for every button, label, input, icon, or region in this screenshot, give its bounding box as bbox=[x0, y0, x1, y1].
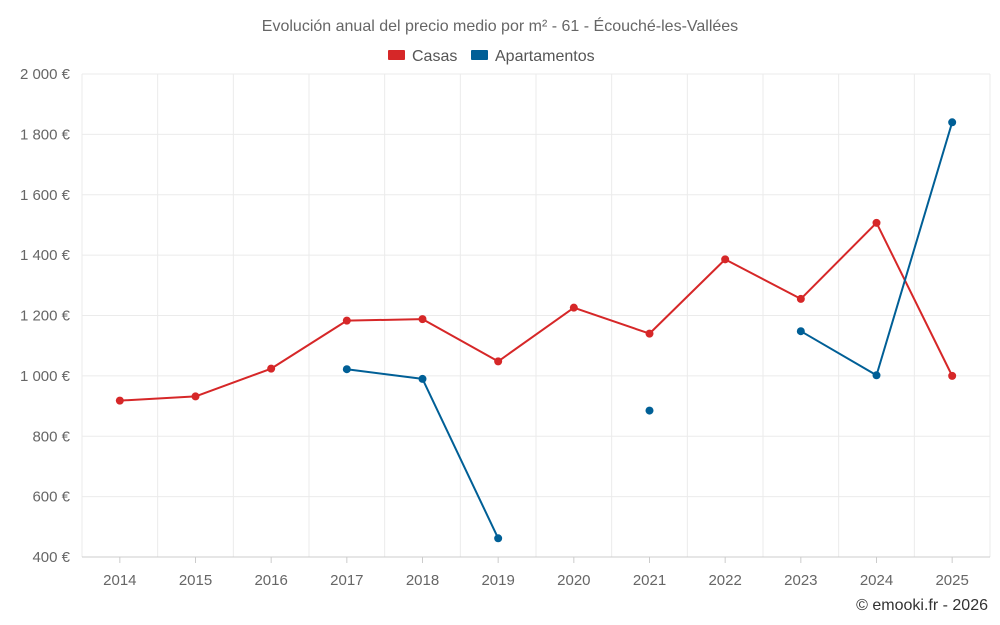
data-point-apartamentos bbox=[948, 118, 957, 127]
data-point-apartamentos bbox=[418, 374, 427, 383]
x-tick-label: 2015 bbox=[179, 572, 212, 589]
legend-label-apartamentos: Apartamentos bbox=[495, 48, 595, 65]
series-casas bbox=[115, 218, 957, 405]
x-tick-label: 2024 bbox=[860, 572, 893, 589]
data-point-casas bbox=[115, 396, 124, 405]
data-point-apartamentos bbox=[872, 371, 881, 380]
data-point-casas bbox=[494, 357, 503, 366]
series-line-casas bbox=[119, 221, 954, 402]
x-tick-label: 2016 bbox=[254, 572, 287, 589]
x-tick-label: 2021 bbox=[633, 572, 666, 589]
y-tick-label: 1 000 € bbox=[20, 368, 71, 385]
data-point-casas bbox=[191, 392, 200, 401]
x-tick-label: 2022 bbox=[708, 572, 741, 589]
data-point-apartamentos bbox=[342, 365, 351, 374]
y-tick-label: 1 400 € bbox=[20, 247, 71, 264]
data-point-apartamentos bbox=[494, 534, 503, 543]
series-layer bbox=[115, 118, 957, 543]
y-tick-label: 2 000 € bbox=[20, 66, 71, 83]
legend-label-casas: Casas bbox=[412, 48, 457, 65]
series-line-apartamentos bbox=[346, 368, 500, 539]
y-tick-label: 800 € bbox=[32, 428, 70, 445]
data-point-casas bbox=[418, 315, 427, 324]
data-point-casas bbox=[948, 371, 957, 380]
data-point-casas bbox=[872, 218, 881, 227]
y-axis: 400 € 600 € 800 € 1 000 € 1 200 € 1 400 € 1 60… bbox=[20, 66, 71, 566]
data-point-casas bbox=[721, 255, 730, 264]
series-line-apartamentos bbox=[800, 122, 954, 377]
data-point-apartamentos bbox=[796, 327, 805, 336]
x-tick-label: 2023 bbox=[784, 572, 817, 589]
data-point-casas bbox=[267, 364, 276, 373]
data-point-apartamentos bbox=[645, 406, 654, 415]
data-point-casas bbox=[569, 303, 578, 312]
y-tick-label: 1 200 € bbox=[20, 308, 71, 325]
x-tick-label: 2014 bbox=[103, 572, 136, 589]
x-tick-label: 2019 bbox=[481, 572, 514, 589]
series-apartamentos bbox=[342, 118, 957, 543]
data-point-casas bbox=[796, 294, 805, 303]
x-axis: 2014 2015 2016 2017 2018 2019 2020 2021 2022 2023… bbox=[103, 557, 969, 589]
y-tick-label: 600 € bbox=[32, 489, 70, 506]
y-tick-label: 1 800 € bbox=[20, 126, 71, 143]
x-tick-label: 2020 bbox=[557, 572, 590, 589]
x-tick-label: 2018 bbox=[406, 572, 439, 589]
y-tick-label: 400 € bbox=[32, 549, 70, 566]
data-point-casas bbox=[342, 316, 351, 325]
x-tick-label: 2017 bbox=[330, 572, 363, 589]
legend-swatch-apartamentos bbox=[471, 50, 488, 60]
x-tick-label: 2025 bbox=[935, 572, 968, 589]
legend-swatch-casas bbox=[388, 50, 405, 60]
credit-text: © emooki.fr - 2026 bbox=[856, 597, 988, 614]
legend: Casas Apartamentos bbox=[388, 48, 595, 65]
data-point-casas bbox=[645, 329, 654, 338]
grid bbox=[81, 73, 991, 558]
chart-title: Evolución anual del precio medio por m² … bbox=[262, 16, 738, 35]
y-tick-label: 1 600 € bbox=[20, 187, 71, 204]
